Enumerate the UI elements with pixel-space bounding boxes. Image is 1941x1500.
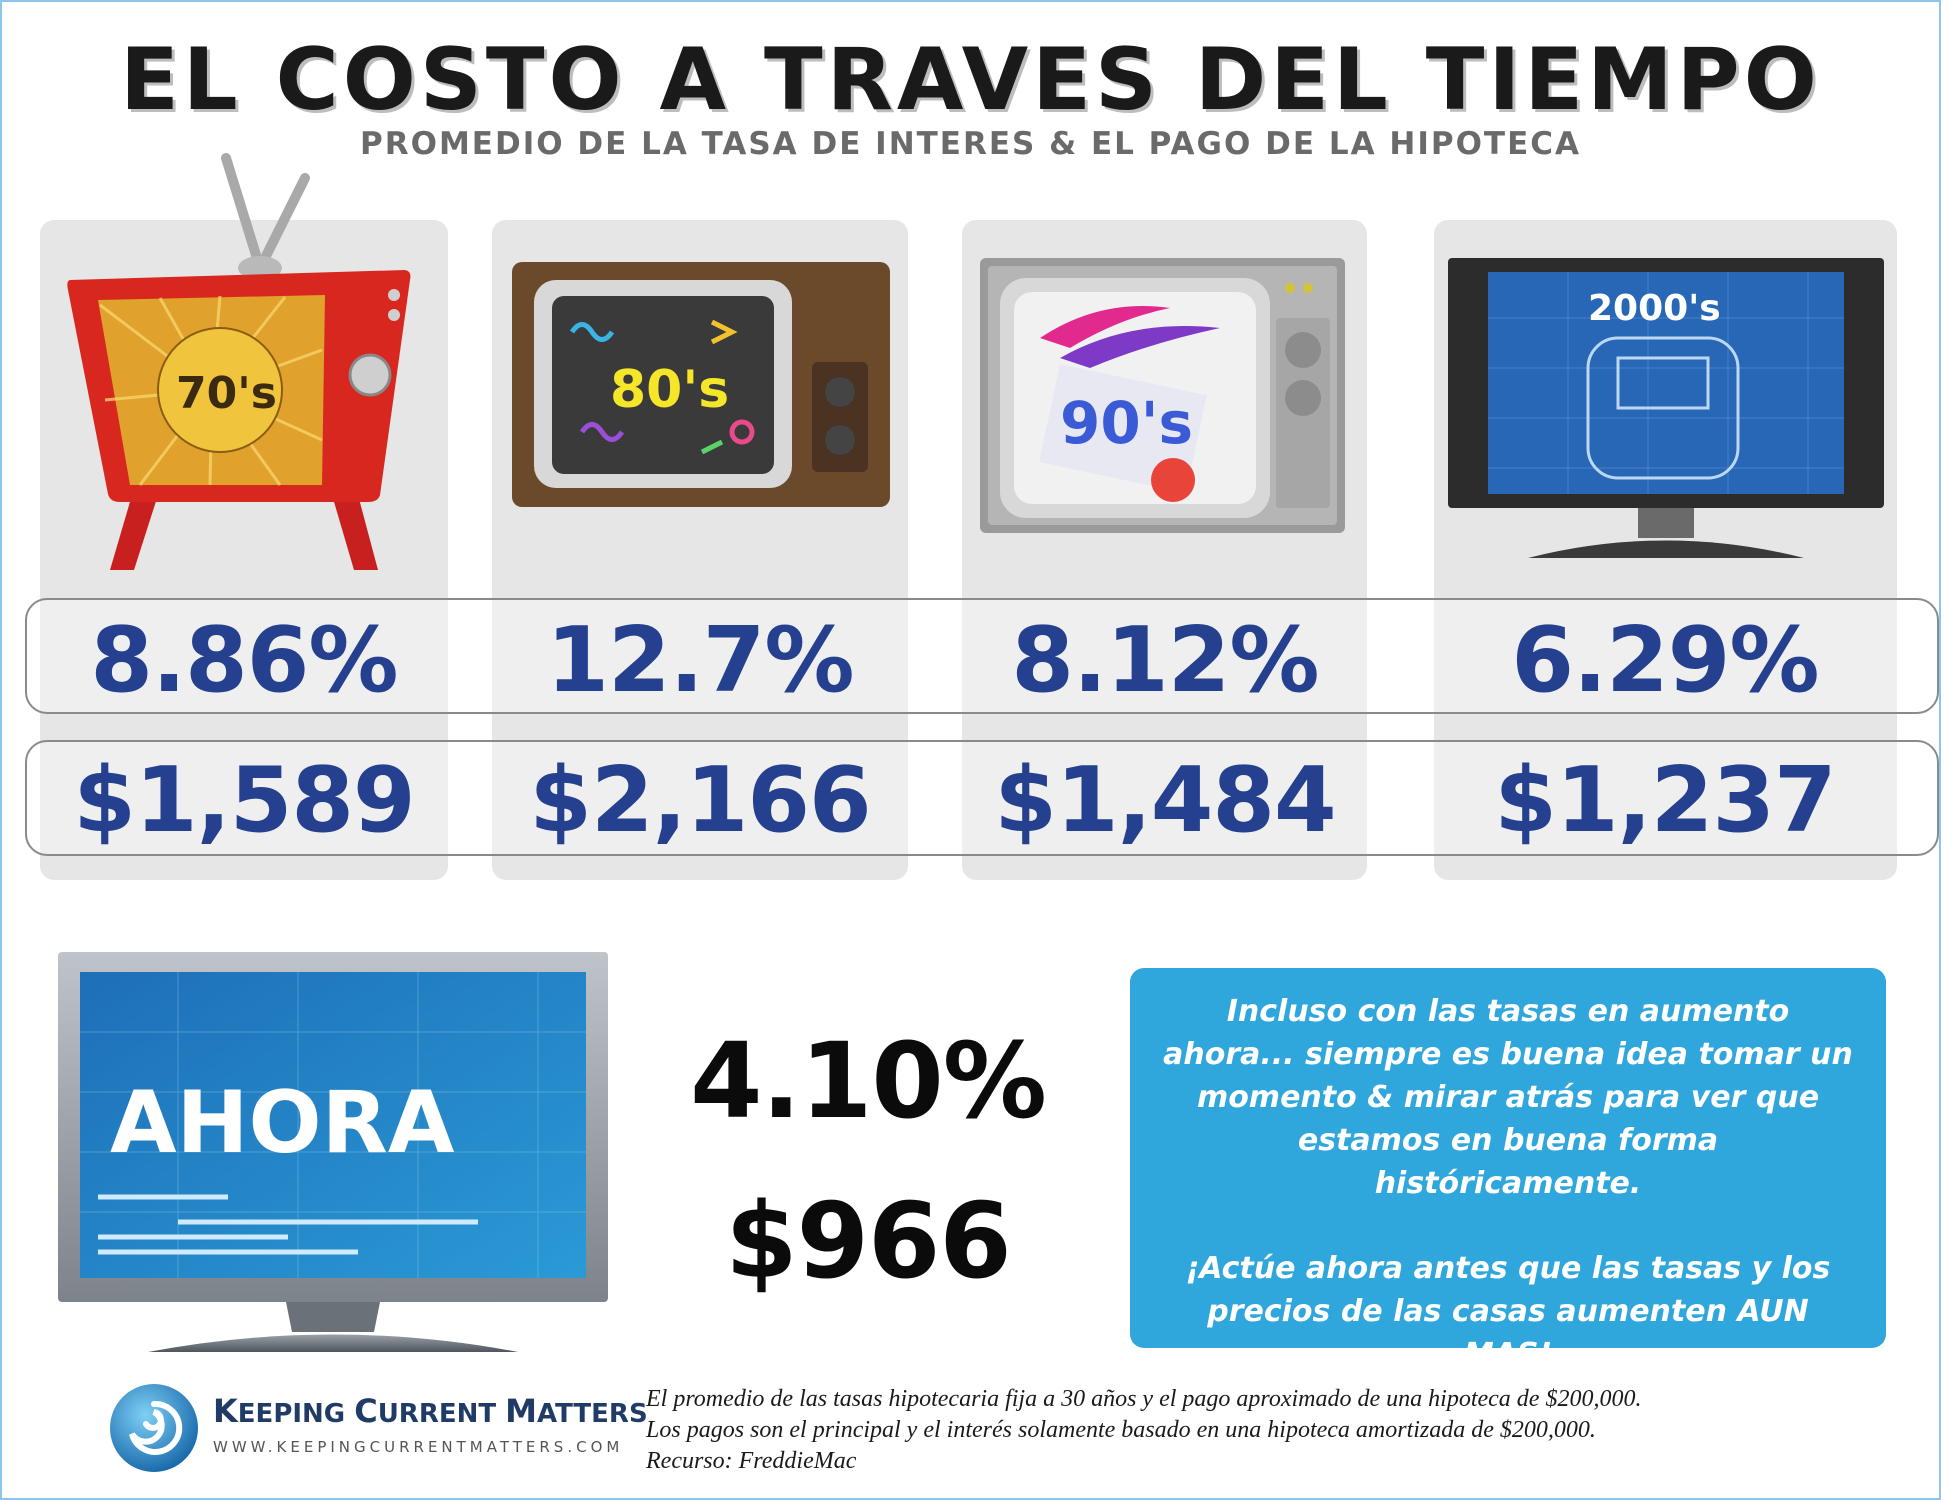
payment-70s: $1,589 xyxy=(73,748,415,853)
now-rate: 4.10% xyxy=(690,1020,1047,1142)
tv-80s-illustration: 80's xyxy=(512,262,890,507)
page-subtitle: PROMEDIO DE LA TASA DE INTERES & EL PAGO… xyxy=(360,126,1581,162)
decade-label-70s: 70's xyxy=(176,368,277,419)
callout-box: Incluso con las tasas en aumento ahora..… xyxy=(1130,968,1886,1372)
footnote-line-1: El promedio de las tasas hipotecaria fij… xyxy=(646,1386,1642,1412)
tv-now-illustration: AHORA xyxy=(58,952,608,1352)
callout-paragraph-2: ¡Actúe ahora antes que las tasas y los p… xyxy=(1185,1251,1831,1372)
rates-row xyxy=(25,598,1939,714)
rate-90s: 8.12% xyxy=(1011,608,1319,713)
decade-label-80s: 80's xyxy=(610,360,729,420)
tv-70s-illustration: 70's xyxy=(67,153,411,570)
logo-name: KEEPING CURRENT MATTERS xyxy=(213,1392,648,1430)
payment-80s: $2,166 xyxy=(529,748,871,853)
decade-label-2000s: 2000's xyxy=(1588,288,1721,329)
now-payment: $966 xyxy=(725,1180,1011,1302)
rate-70s: 8.86% xyxy=(90,608,398,713)
footnote-line-2: Los pagos son el principal y el interés … xyxy=(646,1417,1596,1443)
callout-paragraph-1: Incluso con las tasas en aumento ahora..… xyxy=(1163,994,1853,1201)
rate-80s: 12.7% xyxy=(546,608,854,713)
tv-90s-illustration: 90's xyxy=(980,258,1345,533)
payment-2000s: $1,237 xyxy=(1494,748,1836,853)
now-label: AHORA xyxy=(110,1073,455,1173)
rate-2000s: 6.29% xyxy=(1511,608,1819,713)
payments-row xyxy=(25,740,1939,856)
decade-label-90s: 90's xyxy=(1060,389,1193,457)
page-title: EL COSTO A TRAVES DEL TIEMPO xyxy=(120,30,1821,130)
footnote: El promedio de las tasas hipotecaria fij… xyxy=(646,1384,1906,1477)
logo-url: WWW.KEEPINGCURRENTMATTERS.COM xyxy=(213,1438,624,1456)
tv-2000s-illustration: 2000's xyxy=(1448,258,1884,558)
footnote-line-3: Recurso: FreddieMac xyxy=(646,1448,857,1474)
keeping-current-matters-logo-icon xyxy=(110,1384,198,1472)
payment-90s: $1,484 xyxy=(994,748,1336,853)
